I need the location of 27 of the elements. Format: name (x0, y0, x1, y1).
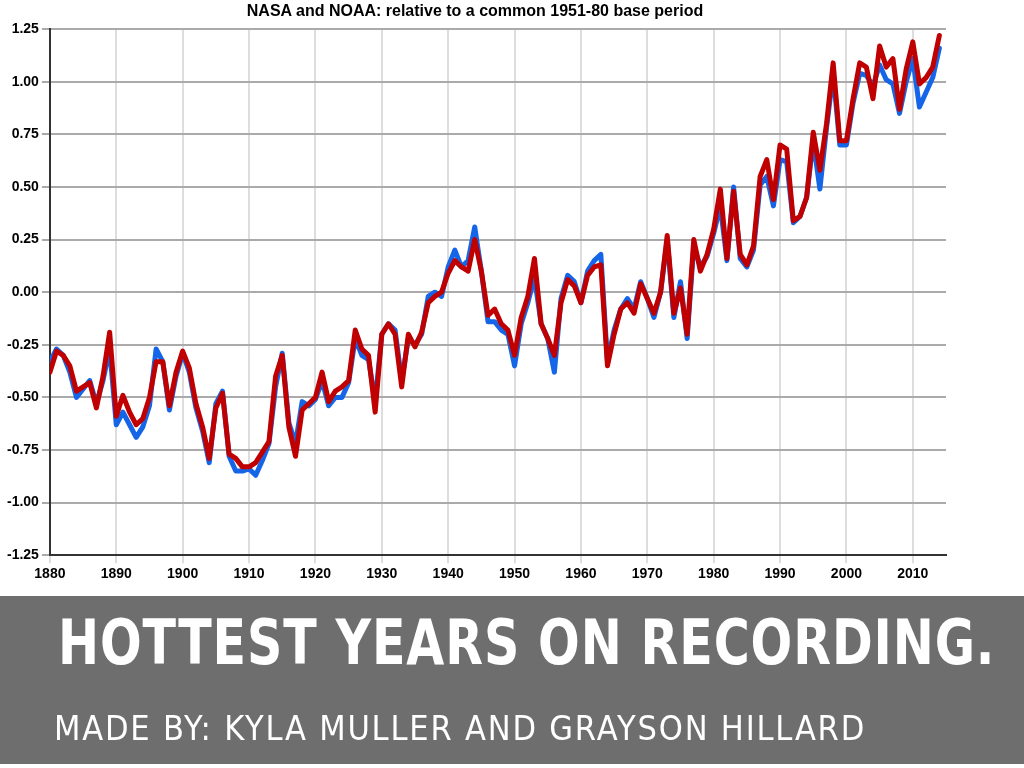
x-tick-label: 1960 (565, 565, 597, 582)
banner: HOTTEST YEARS ON RECORDING. MADE BY: KYLA MULLER AND GRAYSON HILLARD (0, 596, 1024, 764)
y-tick-label: 0.50 (11, 177, 40, 194)
y-tick-label: -1.25 (6, 546, 40, 563)
x-tick-label: 1910 (233, 565, 265, 582)
y-tick-label: -1.00 (6, 493, 40, 510)
y-tick-label: -0.50 (6, 388, 40, 405)
x-tick-label: 1990 (764, 565, 796, 582)
x-tick-label: 1920 (299, 565, 332, 582)
y-tick-label: -0.25 (6, 335, 40, 352)
x-tick-label: 1940 (432, 565, 464, 582)
y-tick-label: 0.25 (11, 230, 40, 247)
x-tick-label: 1880 (34, 565, 66, 582)
y-tick-label: 1.00 (11, 72, 40, 89)
chart-title: NASA and NOAA: relative to a common 1951-80 base period (246, 2, 704, 20)
x-tick-label: 2010 (897, 565, 929, 582)
x-tick-label: 1930 (366, 565, 398, 582)
y-tick-label: 0.75 (11, 125, 40, 142)
x-tick-label: 1970 (631, 565, 664, 582)
x-tick-label: 1890 (100, 565, 133, 582)
x-tick-label: 1900 (167, 565, 199, 582)
x-tick-label: 1950 (498, 565, 531, 582)
y-tick-label: 1.25 (11, 20, 40, 37)
y-tick-label: 0.00 (11, 283, 40, 300)
x-tick-label: 1980 (698, 565, 730, 582)
y-tick-label: -0.75 (6, 440, 40, 457)
x-tick-label: 2000 (830, 565, 863, 582)
